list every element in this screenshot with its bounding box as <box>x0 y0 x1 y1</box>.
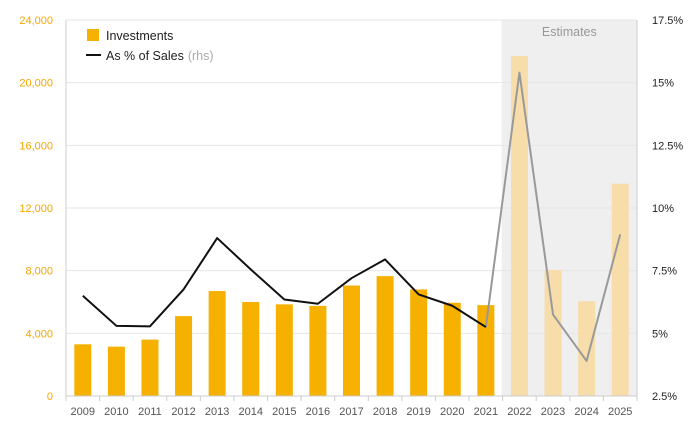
sales-share-line-estimates <box>484 71 622 362</box>
x-tick-label: 2023 <box>541 406 565 418</box>
y-tick-label-right: 5% <box>652 328 668 340</box>
investment-bar <box>208 291 226 396</box>
y-tick-label-right: 7.5% <box>652 266 677 278</box>
x-tick-label: 2010 <box>104 406 128 418</box>
investment-bar <box>544 269 562 396</box>
investment-bar <box>107 346 125 396</box>
legend-label-sales-share: As % of Sales (rhs) <box>106 49 214 63</box>
investment-bar <box>74 344 92 396</box>
x-tick-label: 2015 <box>272 406 296 418</box>
x-tick-label: 2012 <box>171 406 195 418</box>
x-tick-label: 2022 <box>507 406 531 418</box>
legend-label-sales-share-suffix: (rhs) <box>188 49 214 63</box>
x-tick-label: 2014 <box>238 406 262 418</box>
x-tick-label: 2009 <box>71 406 95 418</box>
investment-bar <box>275 304 293 396</box>
investment-bar <box>343 285 360 396</box>
legend: Investments As % of Sales (rhs) <box>86 29 214 63</box>
investment-bar <box>510 56 528 397</box>
investment-bar <box>141 339 159 396</box>
x-tick-label: 2018 <box>373 406 397 418</box>
x-tick-label: 2024 <box>574 406 598 418</box>
x-tick-label: 2025 <box>608 406 632 418</box>
y-tick-label-left: 8,000 <box>25 266 53 278</box>
investment-bar <box>410 289 428 396</box>
y-tick-label-left: 16,000 <box>19 140 53 152</box>
y-tick-label-left: 24,000 <box>19 15 53 27</box>
axes: 0 4,000 8,000 12,000 16,000 20,000 24,000 2.5% 5… <box>19 15 683 418</box>
y-tick-label-right: 17.5% <box>652 15 683 27</box>
investment-bar <box>175 316 193 396</box>
investment-bar <box>309 305 327 396</box>
y-tick-label-right: 10% <box>652 203 674 215</box>
x-tick-label: 2020 <box>440 406 464 418</box>
investment-bar <box>611 183 629 396</box>
y-tick-label-right: 12.5% <box>652 140 683 152</box>
sales-share-line-actuals <box>82 237 487 328</box>
y-tick-label-left: 20,000 <box>19 78 53 90</box>
x-tick-label: 2016 <box>306 406 330 418</box>
x-tick-label: 2021 <box>474 406 498 418</box>
sales-share-line <box>82 71 622 362</box>
investment-bar <box>477 305 495 396</box>
x-tick-label: 2019 <box>406 406 430 418</box>
legend-label-sales-share-main: As % of Sales <box>106 49 184 63</box>
investment-bar <box>242 302 260 396</box>
investment-bar <box>443 302 461 396</box>
y-tick-label-left: 12,000 <box>19 203 53 215</box>
investment-bar <box>376 276 394 396</box>
x-tick-label: 2011 <box>138 406 162 418</box>
y-tick-label-right: 2.5% <box>652 391 677 403</box>
gridlines <box>66 19 637 334</box>
x-tick-label: 2013 <box>205 406 229 418</box>
y-tick-label-left: 0 <box>47 391 53 403</box>
y-tick-label-left: 4,000 <box>25 328 53 340</box>
legend-label-investments: Investments <box>106 29 173 43</box>
investment-bar <box>578 301 596 396</box>
estimates-label: Estimates <box>542 25 597 39</box>
x-tick-label: 2017 <box>339 406 363 418</box>
y-tick-label-right: 15% <box>652 78 674 90</box>
investment-bars <box>74 56 629 397</box>
legend-swatch-investments <box>87 29 99 41</box>
